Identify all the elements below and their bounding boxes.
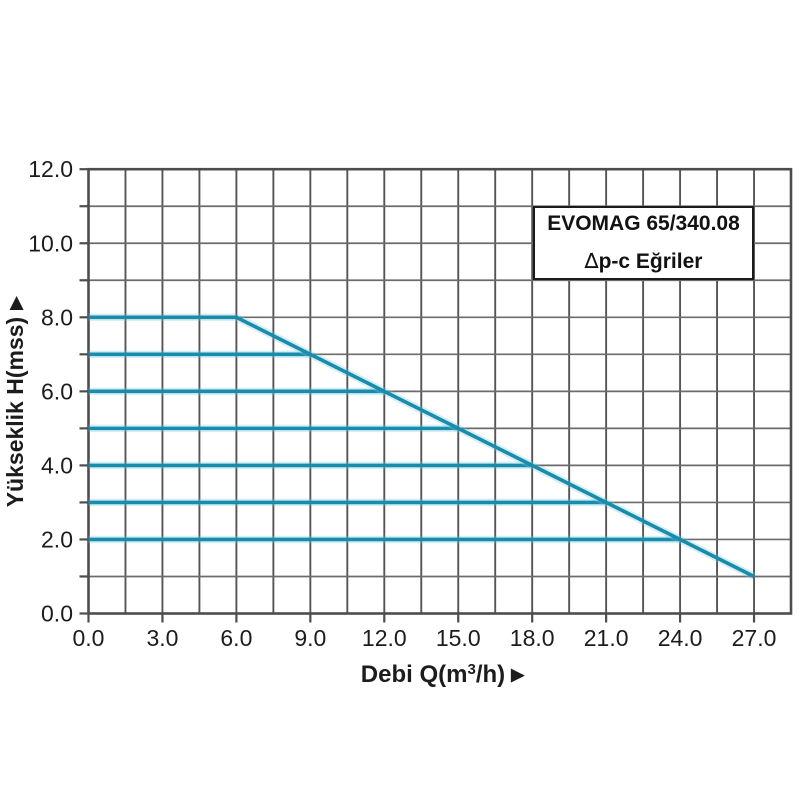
curve-mode-text: p-c Eğriler (598, 250, 703, 273)
y-tick-label: 6.0 (41, 378, 73, 404)
y-axis-arrow-icon: ▶ (6, 296, 25, 310)
y-axis-tick-labels: 0.0 2.0 4.0 6.0 8.0 10.0 12.0 (28, 156, 73, 626)
y-tick-label: 8.0 (41, 304, 73, 330)
curve-series (88, 313, 756, 580)
y-axis-title: Yükseklik H(mss) ▶ (0, 292, 30, 512)
y-axis-title-text: Yükseklik H(mss) (2, 316, 28, 508)
x-tick-label: 24.0 (658, 625, 703, 651)
x-tick-label: 15.0 (436, 625, 481, 651)
x-tick-label: 27.0 (732, 625, 777, 651)
y-tick-label: 4.0 (41, 452, 73, 478)
x-axis-title: Debi Q(m3/h) ▶ (300, 661, 585, 691)
x-tick-label: 6.0 (220, 625, 252, 651)
x-tick-label: 18.0 (510, 625, 555, 651)
x-tick-label: 12.0 (362, 625, 407, 651)
curve-max-curve (235, 315, 755, 579)
curve-mode-label: ∆p-c Eğriler (585, 250, 703, 273)
y-tick-label: 12.0 (28, 156, 73, 182)
y-tick-label: 10.0 (28, 230, 73, 256)
x-axis-title-suffix: /h) (475, 661, 506, 688)
x-tick-label: 0.0 (73, 625, 105, 651)
x-axis-arrow-icon: ▶ (511, 665, 525, 684)
y-axis-ticks (79, 168, 89, 615)
x-axis-tick-labels: 0.0 3.0 6.0 9.0 12.0 15.0 18.0 21.0 24.0 27.0 (73, 625, 777, 651)
x-tick-label: 3.0 (146, 625, 178, 651)
x-axis-title-prefix: Debi Q(m (360, 661, 468, 688)
y-tick-label: 2.0 (41, 526, 73, 552)
pump-model-label: EVOMAG 65/340.08 (547, 212, 740, 235)
delta-symbol-icon: ∆ (584, 249, 599, 273)
x-tick-label: 21.0 (584, 625, 629, 651)
x-axis-ticks (87, 613, 756, 623)
chart-annotation-box: EVOMAG 65/340.08 ∆p-c Eğriler (533, 206, 754, 280)
x-tick-label: 9.0 (294, 625, 326, 651)
x-axis-title-exponent: 3 (467, 661, 476, 678)
y-tick-label: 0.0 (41, 601, 73, 627)
